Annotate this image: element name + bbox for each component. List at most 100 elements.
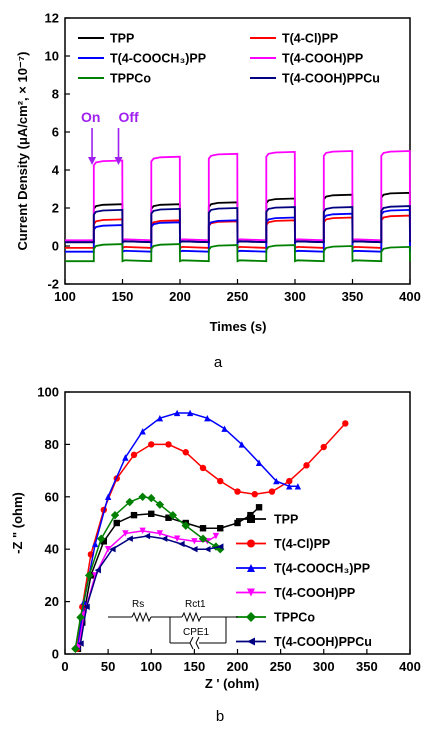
chart-b-x-tick-label: 300: [313, 659, 335, 674]
chart-b-point: [303, 462, 310, 469]
chart-b-point: [234, 488, 241, 495]
chart-b-point: [77, 640, 84, 647]
chart-b-point: [97, 534, 106, 543]
chart-a-x-tick-label: 150: [112, 289, 134, 304]
chart-a-y-label: Current Density (μA/cm², × 10⁻⁷): [15, 52, 30, 251]
chart-b-point: [173, 535, 181, 542]
chart-b-point: [181, 521, 190, 530]
chart-b-point: [84, 571, 94, 580]
chart-b-point: [168, 510, 178, 520]
chart-b-legend-label: T(4-COOCH₃)PP: [274, 562, 370, 576]
chart-a-series-line-4: [65, 243, 411, 263]
resistor-rs-symbol: [131, 611, 152, 623]
chart-b-y-tick-label: 20: [45, 594, 59, 609]
chart-b-point: [178, 540, 185, 548]
chart-b-point: [139, 527, 146, 535]
chart-b-y-ticks: 0 20 40 60 80 100: [37, 385, 70, 662]
chart-b-series-line-0: [77, 506, 260, 649]
chart-b-legend-label: TPPCo: [274, 611, 315, 625]
chart-a-y-tick-label: 0: [52, 239, 59, 254]
chart-b-point: [122, 530, 129, 537]
chart-b-point: [148, 510, 155, 518]
chart-b-point: [76, 613, 85, 622]
chart-b-point: [198, 534, 208, 543]
chart-b-legend-label: TPP: [274, 513, 298, 527]
chart-a-x-ticks: 100 150 200 250 300 350 400: [54, 279, 421, 304]
chart-b-point: [104, 493, 112, 500]
chart-a-annotation-arrowhead: [88, 157, 97, 165]
chart-b-series-group: [71, 409, 349, 653]
chart-b-y-tick-label: 40: [45, 542, 59, 557]
chart-b-point: [143, 532, 151, 540]
chart-b-point: [139, 428, 146, 435]
chart-a-legend-label: T(4-Cl)PP: [282, 32, 338, 46]
chart-a-annotation-label: On: [81, 109, 100, 125]
chart-b-point: [173, 409, 181, 417]
chart-b-point: [109, 546, 116, 553]
chart-a-y-tick-label: 12: [45, 11, 59, 26]
resistor-rct1-symbol: [181, 611, 202, 623]
chart-b-point: [342, 420, 349, 427]
chart-b-y-tick-label: 80: [45, 437, 59, 452]
chart-a-y-tick-label: 2: [52, 201, 59, 216]
chart-b-point: [268, 488, 276, 495]
chart-b-point: [122, 454, 129, 461]
chart-b-legend-marker: [247, 637, 255, 646]
chart-a-y-tick-label: 6: [52, 125, 59, 140]
chart-b-x-tick-label: 100: [140, 659, 162, 674]
chart-b-point: [130, 451, 138, 459]
chart-a-panel-label: a: [214, 354, 223, 371]
chart-b-point: [191, 546, 198, 553]
chart-b-series-line-4: [74, 496, 221, 649]
chart-b-point: [155, 500, 165, 509]
chart-b-y-tick-label: 60: [45, 489, 59, 504]
chart-b-point: [286, 483, 293, 490]
circuit-label-rs: Rs: [132, 599, 144, 610]
circuit-label-rct1: Rct1: [185, 599, 206, 610]
chart-a-y-tick-label: -2: [47, 277, 59, 292]
chart-b-point: [100, 538, 108, 545]
chart-b-x-tick-label: 200: [227, 659, 249, 674]
chart-b-point: [130, 511, 138, 519]
chart-b-point: [186, 409, 194, 417]
chart-b-point: [191, 538, 198, 545]
chart-b-legend-marker: [247, 515, 255, 523]
equivalent-circuit: Rs Rct1 CPE1: [108, 599, 238, 650]
chart-a-annotations: On Off: [81, 109, 139, 165]
chart-b-point: [104, 546, 112, 553]
chart-b-y-tick-label: 0: [52, 647, 59, 662]
chart-b-point: [165, 514, 172, 521]
chart-a-y-tick-label: 10: [45, 49, 59, 64]
chart-b-point: [273, 477, 280, 485]
chart-b-point: [91, 540, 99, 548]
chart-a-x-tick-label: 250: [227, 289, 249, 304]
chart-b-legend-marker: [247, 564, 255, 572]
chart-b-point: [160, 535, 168, 542]
chart-b-point: [156, 415, 164, 422]
chart-b-x-ticks: 0 50 100 150 200 250 300 350 400: [61, 649, 421, 674]
chart-b-y-tick-label: 100: [37, 385, 59, 400]
chart-b-point: [217, 525, 224, 532]
chart-b-point: [126, 535, 133, 542]
chart-b-point: [217, 477, 224, 485]
chart-a-x-tick-label: 100: [54, 289, 76, 304]
chart-b-point: [204, 415, 211, 422]
chart-b-point: [156, 530, 164, 537]
chart-b-point: [110, 510, 120, 520]
chart-b-legend-label: T(4-Cl)PP: [274, 537, 330, 551]
chart-b-point: [199, 464, 207, 472]
chart-b-x-label: Z ' (ohm): [205, 676, 259, 691]
chart-b-point: [71, 644, 80, 653]
chart-b-x-tick-label: 250: [270, 659, 292, 674]
chart-b-y-label: -Z " (ohm): [10, 492, 25, 554]
chart-b-point: [113, 519, 120, 527]
chart-a-x-tick-label: 400: [399, 289, 421, 304]
chart-b-point: [294, 483, 302, 490]
chart-b-point: [204, 546, 211, 553]
chart-b-x-tick-label: 50: [101, 659, 115, 674]
chart-b-point: [255, 504, 263, 511]
chart-b-panel-label: b: [216, 708, 224, 725]
chart-a-annotation-label: Off: [119, 109, 140, 125]
chart-a-y-ticks: -2 0 2 4 6 8 10 12: [45, 11, 70, 292]
